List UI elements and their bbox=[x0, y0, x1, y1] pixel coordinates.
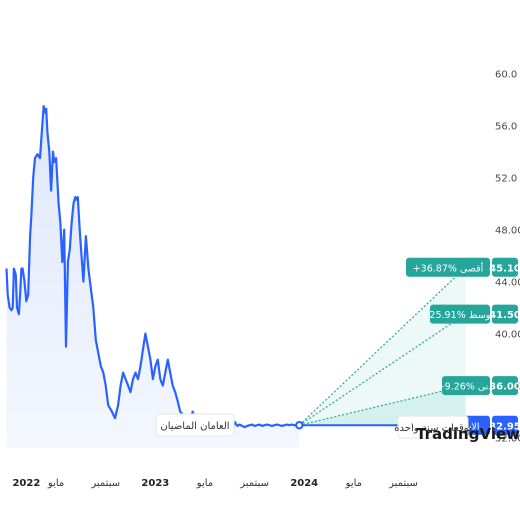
x-tick-label: مايو bbox=[47, 478, 64, 489]
x-tick-label: 2023 bbox=[141, 478, 169, 489]
low-pct-label: +9.26% أدنى bbox=[437, 380, 496, 393]
history-area bbox=[6, 106, 300, 448]
average-value-box bbox=[492, 304, 518, 324]
y-tick-label: 32.00 bbox=[495, 434, 520, 445]
low-value-label: 36.00 bbox=[489, 382, 520, 393]
period-forecast-label: توقعات سنة واحدة bbox=[394, 423, 472, 434]
history-line bbox=[5, 105, 300, 435]
forecast-low-line bbox=[299, 385, 466, 426]
average-pct-box bbox=[430, 304, 490, 324]
y-tick-label: 60.0 bbox=[495, 70, 517, 81]
y-tick-label: 44.00 bbox=[495, 278, 520, 289]
x-tick-label: سبتمبر bbox=[388, 478, 418, 489]
x-tick-label: سبتمبر bbox=[239, 478, 269, 489]
x-tick-label: مايو bbox=[345, 478, 362, 489]
current-price-point bbox=[295, 421, 304, 430]
average-pct-label: +25.91% متوسط bbox=[421, 310, 498, 321]
period-past-box bbox=[155, 413, 235, 437]
high-pct-label: +36.87% أقصى bbox=[413, 261, 484, 274]
forecast-average-line bbox=[298, 313, 466, 426]
average-value-label: 41.50 bbox=[489, 310, 520, 321]
low-pct-box bbox=[442, 376, 490, 396]
high-value-label: 45.10 bbox=[489, 263, 520, 274]
x-tick-label: 2024 bbox=[290, 478, 318, 489]
y-tick-label: 40.00 bbox=[495, 330, 520, 341]
x-tick-label: مايو bbox=[196, 478, 213, 489]
y-tick-label: 52.0 bbox=[495, 174, 517, 185]
low-value-box bbox=[492, 376, 518, 396]
x-tick-label: 2022 bbox=[12, 478, 40, 489]
high-value-box bbox=[492, 257, 518, 277]
y-tick-label: 56.0 bbox=[495, 122, 517, 133]
x-tick-label: سبتمبر bbox=[90, 478, 120, 489]
y-tick-label: 48.00 bbox=[495, 226, 520, 237]
period-forecast-box bbox=[397, 415, 469, 439]
period-past-label: العامان الماضيان bbox=[160, 421, 229, 432]
current-value-label: 32.95 bbox=[489, 421, 520, 432]
current-value-box bbox=[492, 415, 518, 435]
tradingview-logo: TradingView bbox=[416, 425, 520, 443]
high-pct-box bbox=[406, 257, 490, 277]
